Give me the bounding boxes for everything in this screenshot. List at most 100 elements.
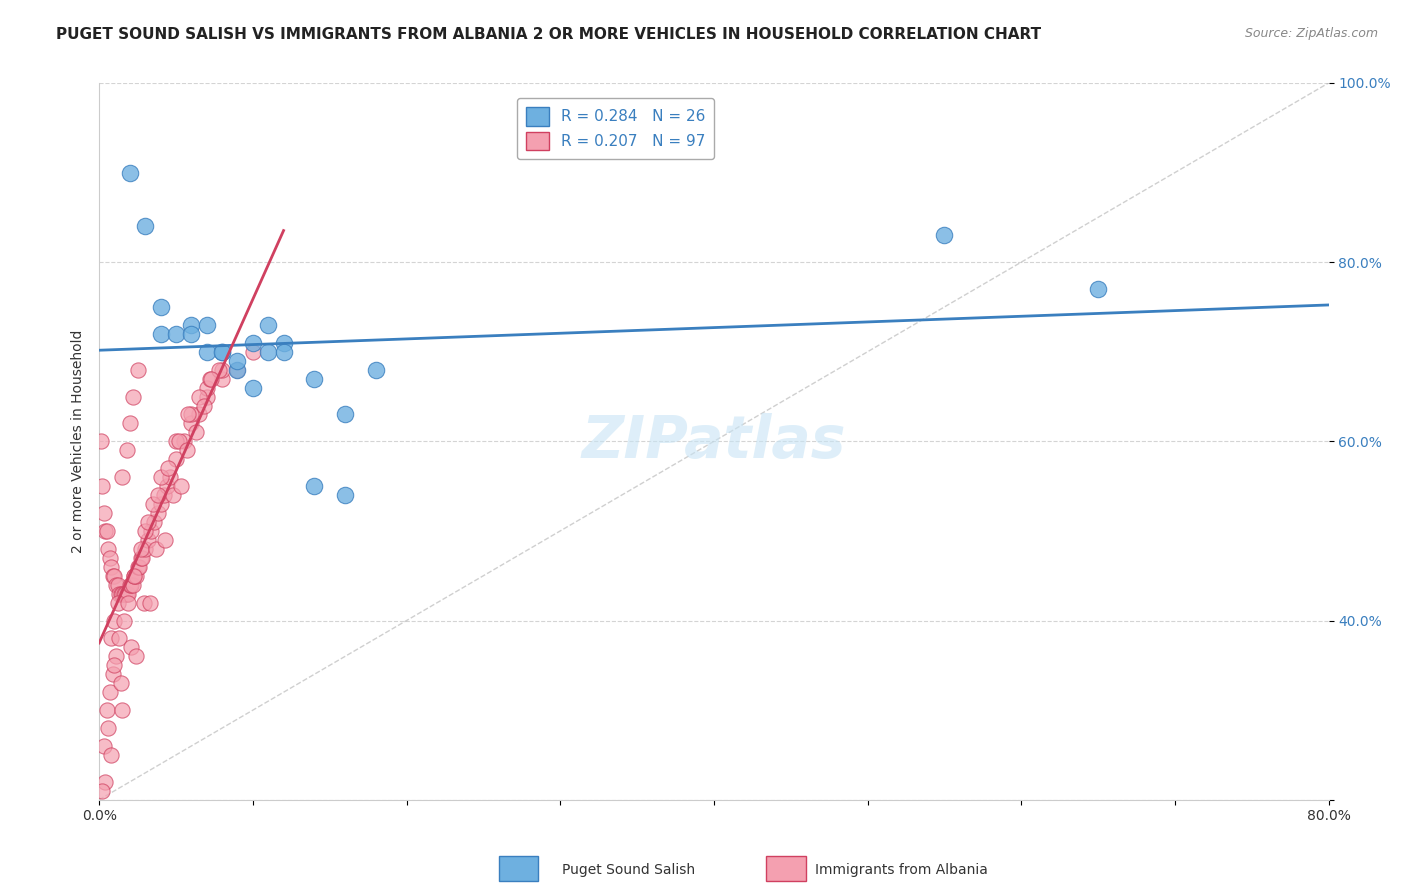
Point (108, 587, 131, 601)
Point (97, 721, 120, 735)
Point (333, 488, 356, 502)
Point (131, 550, 153, 565)
Point (200, 371, 222, 385)
Point (195, 318, 218, 332)
Text: Immigrants from Albania: Immigrants from Albania (815, 863, 988, 877)
Point (136, 515, 159, 529)
Point (101, 568, 124, 582)
Point (100, 559, 122, 574)
Point (103, 614, 125, 628)
Point (103, 568, 125, 582)
Point (146, 488, 169, 502)
Point (208, 362, 231, 376)
Point (124, 568, 146, 582)
Point (195, 390, 218, 404)
Point (242, 335, 264, 350)
Point (149, 300, 172, 314)
Point (165, 452, 187, 467)
Point (149, 497, 172, 511)
Point (101, 667, 124, 681)
Point (97, 541, 120, 556)
Point (90, 434, 112, 449)
Point (134, 219, 156, 234)
Point (156, 479, 179, 493)
Point (143, 515, 166, 529)
Point (103, 658, 125, 673)
Point (110, 676, 132, 690)
Text: PUGET SOUND SALISH VS IMMIGRANTS FROM ALBANIA 2 OR MORE VEHICLES IN HOUSEHOLD CO: PUGET SOUND SALISH VS IMMIGRANTS FROM AL… (56, 27, 1042, 42)
Point (120, 578, 142, 592)
Point (118, 578, 141, 592)
Point (122, 578, 145, 592)
Point (364, 362, 387, 376)
Point (193, 399, 215, 413)
Point (211, 362, 233, 376)
Point (180, 408, 202, 422)
Point (226, 353, 249, 368)
Point (94, 524, 117, 538)
Point (117, 587, 139, 601)
Point (100, 632, 122, 646)
Point (169, 479, 191, 493)
Y-axis label: 2 or more Vehicles in Household: 2 or more Vehicles in Household (72, 330, 86, 553)
Point (118, 165, 141, 179)
Point (91, 784, 114, 798)
Legend: R = 0.284   N = 26, R = 0.207   N = 97: R = 0.284 N = 26, R = 0.207 N = 97 (516, 98, 714, 160)
Point (177, 408, 200, 422)
Point (273, 344, 295, 359)
Point (100, 747, 122, 762)
Point (112, 614, 135, 628)
Point (93, 739, 115, 753)
Point (149, 470, 172, 484)
Point (934, 228, 956, 243)
Point (198, 371, 221, 385)
Point (93, 506, 115, 520)
Point (145, 541, 167, 556)
Point (98, 685, 121, 699)
Point (226, 362, 249, 376)
Point (242, 381, 264, 395)
Point (180, 417, 202, 431)
Text: ZIPatlas: ZIPatlas (582, 413, 846, 470)
Point (96, 703, 118, 717)
Point (128, 559, 150, 574)
Point (242, 344, 264, 359)
Text: Source: ZipAtlas.com: Source: ZipAtlas.com (1244, 27, 1378, 40)
Point (122, 390, 145, 404)
Point (117, 596, 139, 610)
Point (124, 568, 146, 582)
Point (118, 417, 141, 431)
Point (127, 559, 149, 574)
Point (333, 408, 356, 422)
Point (162, 488, 184, 502)
Point (129, 541, 152, 556)
Point (195, 381, 218, 395)
Point (115, 443, 138, 458)
Point (157, 461, 180, 475)
Point (211, 344, 233, 359)
Point (257, 318, 280, 332)
Point (96, 524, 118, 538)
Point (127, 362, 149, 376)
Point (152, 488, 174, 502)
Point (134, 541, 156, 556)
Point (226, 362, 249, 376)
Point (105, 578, 128, 592)
Point (273, 335, 295, 350)
Point (107, 596, 129, 610)
Point (107, 578, 129, 592)
Point (111, 703, 134, 717)
Point (165, 434, 187, 449)
Point (159, 470, 181, 484)
Point (114, 587, 136, 601)
Point (195, 344, 218, 359)
Point (98, 550, 121, 565)
Point (105, 649, 128, 664)
Point (149, 326, 172, 341)
Point (211, 371, 233, 385)
Point (173, 434, 195, 449)
Point (180, 326, 202, 341)
Point (110, 587, 132, 601)
Point (136, 533, 159, 547)
Point (188, 390, 211, 404)
